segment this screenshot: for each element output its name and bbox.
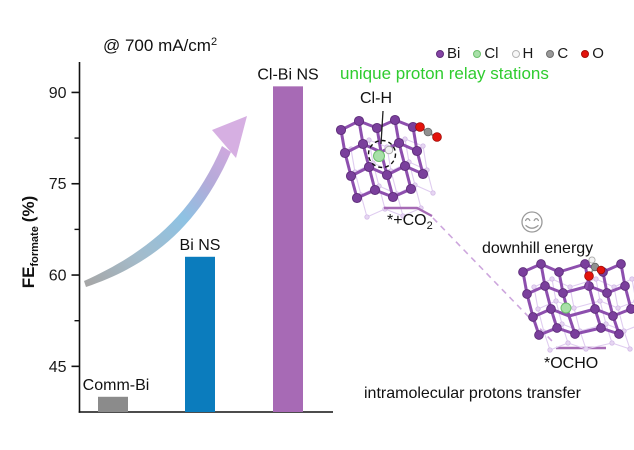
bar-label: Bi NS bbox=[180, 237, 221, 254]
state-co2-subscript: 2 bbox=[426, 220, 433, 232]
y-tick-label: 90 bbox=[49, 85, 67, 102]
cl-h-label: Cl-H bbox=[360, 90, 392, 107]
bar-bi-ns bbox=[185, 256, 215, 412]
bar-label: Cl-Bi NS bbox=[257, 66, 318, 83]
o-atom-icon bbox=[581, 49, 590, 58]
legend-label: C bbox=[557, 45, 569, 62]
cl-atom-icon bbox=[473, 49, 482, 58]
annotation-superscript: 2 bbox=[210, 36, 218, 48]
legend-label: Cl bbox=[484, 45, 499, 62]
annotation-text: @ 700 mA/cm bbox=[103, 36, 211, 55]
ocho-adsorbate bbox=[584, 256, 606, 290]
bar-cl-bi-ns bbox=[273, 86, 303, 412]
co2-molecule bbox=[415, 122, 442, 142]
energy-level-initial bbox=[384, 206, 433, 218]
state-co2-text: *+CO bbox=[387, 212, 427, 229]
atom-legend: Bi Cl H C O bbox=[436, 45, 604, 62]
legend-item-o: O bbox=[581, 45, 604, 62]
y-axis-label: FEformate (%) bbox=[19, 162, 41, 322]
smiley-face-icon bbox=[521, 211, 543, 233]
cl-atom-structure-2 bbox=[560, 302, 572, 314]
y-tick-label: 75 bbox=[49, 176, 67, 193]
bi-lattice-structure-1 bbox=[335, 114, 429, 204]
y-axis-label-unit: (%) bbox=[19, 195, 38, 223]
legend-item-bi: Bi bbox=[436, 45, 460, 62]
bi-lattice-shadow-2 bbox=[531, 276, 634, 353]
y-axis-label-main: FE bbox=[19, 266, 38, 289]
dashed-circle-proton-site bbox=[367, 139, 397, 169]
bi-lattice-structure-2 bbox=[518, 259, 634, 340]
bar-label: Comm-Bi bbox=[83, 377, 150, 394]
upward-trend-arrow-icon bbox=[84, 116, 247, 287]
chart-bars: Comm-Bi Bi NS Cl-Bi NS bbox=[83, 66, 319, 412]
bi-atom-icon bbox=[436, 49, 444, 58]
legend-label: O bbox=[592, 45, 604, 62]
current-density-annotation: @ 700 mA/cm2 bbox=[103, 36, 217, 56]
legend-label: H bbox=[522, 45, 534, 62]
state-co2-label: *+CO2 bbox=[387, 212, 433, 232]
legend-item-c: C bbox=[546, 45, 568, 62]
c-atom-icon bbox=[546, 49, 555, 58]
y-tick-label: 45 bbox=[49, 359, 67, 376]
downhill-energy-label: downhill energy bbox=[482, 240, 594, 257]
y-tick-label: 60 bbox=[49, 268, 67, 285]
bar-comm-bi bbox=[98, 396, 128, 412]
headline-proton-relay: unique proton relay stations bbox=[340, 64, 549, 83]
caption-intramolecular-transfer: intramolecular protons transfer bbox=[364, 385, 581, 402]
legend-item-cl: Cl bbox=[473, 45, 499, 62]
state-ocho-label: *OCHO bbox=[544, 355, 599, 372]
h-atom-icon bbox=[511, 49, 520, 58]
legend-label: Bi bbox=[447, 45, 461, 62]
cl-h-site bbox=[367, 110, 397, 169]
y-axis-label-subscript: formate bbox=[29, 226, 41, 267]
legend-item-h: H bbox=[511, 45, 534, 62]
